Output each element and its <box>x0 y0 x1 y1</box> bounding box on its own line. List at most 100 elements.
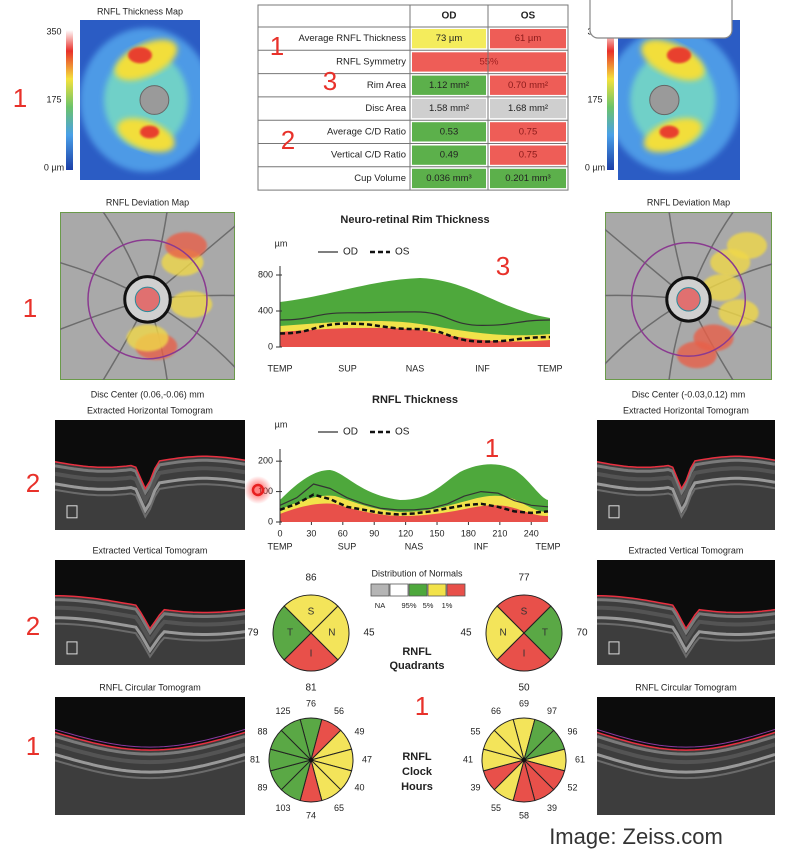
tomogram <box>55 560 245 665</box>
retina-band <box>55 598 245 636</box>
scale-label: 175 <box>587 94 602 104</box>
clock-value: 55 <box>470 726 480 736</box>
map-blob <box>140 125 160 139</box>
clock-value: 56 <box>334 706 344 716</box>
clock-value: 103 <box>275 803 290 813</box>
cell-value: 55% <box>479 56 499 67</box>
boundary-line <box>597 455 775 491</box>
quadrant-sector <box>272 605 312 661</box>
cell-value: 0.70 mm² <box>508 80 548 91</box>
quadrant-letter: N <box>499 628 506 639</box>
cell-value: 1.68 mm² <box>508 103 548 114</box>
retina-band <box>55 752 245 774</box>
legend-swatch <box>446 583 466 597</box>
quadrant-sector <box>496 632 552 672</box>
legend-swatch <box>389 583 409 597</box>
quadrant-sector <box>496 594 552 634</box>
clock-sector <box>493 718 525 762</box>
optic-disc <box>649 84 680 116</box>
clock-value: 47 <box>362 754 372 764</box>
legend-swatch <box>370 583 390 597</box>
x-tick-label: NAS <box>406 363 425 373</box>
quadrant-letter: I <box>523 649 526 660</box>
cell-value: 73 µm <box>436 33 463 44</box>
boundary-line <box>55 731 245 751</box>
panel-title: Extracted Vertical Tomogram <box>93 545 208 555</box>
scale-label: 0 µm <box>585 162 605 172</box>
retina-layer <box>55 732 245 815</box>
table-cell <box>412 168 486 189</box>
quadrant-value: 45 <box>460 628 472 639</box>
row-label: Average C/D Ratio <box>327 126 406 137</box>
clock-value: 40 <box>354 782 364 792</box>
series-line <box>279 483 549 511</box>
deviation-patch <box>726 232 767 260</box>
clock-value: 55 <box>491 803 501 813</box>
scale-icon <box>66 641 78 655</box>
boundary-line <box>597 731 775 751</box>
x-tick-label: 150 <box>430 528 445 538</box>
retina-band <box>55 734 245 756</box>
annotation: 1 <box>270 31 284 61</box>
region-label: TEMP <box>535 541 560 551</box>
credit: Image: Zeiss.com <box>549 824 723 849</box>
x-tick-label: 60 <box>338 528 348 538</box>
normal-band <box>280 327 550 347</box>
legend-label: OS <box>395 247 410 258</box>
clock-value: 39 <box>547 803 557 813</box>
quadrant-letter: T <box>542 628 548 639</box>
retina-band <box>55 742 245 765</box>
normal-band <box>280 503 548 522</box>
retina-band <box>55 466 245 505</box>
retina-band <box>55 605 245 645</box>
retina-band <box>597 734 775 756</box>
deviation-patch <box>170 290 213 318</box>
retina-band <box>55 483 245 519</box>
annotation: 1 <box>13 83 27 113</box>
section-label: RNFL <box>402 646 432 658</box>
row-label: RNFL Symmetry <box>336 56 406 67</box>
tomogram <box>597 420 775 530</box>
optic-disc <box>139 85 170 115</box>
y-tick-label: 200 <box>258 456 273 466</box>
retina-band <box>597 483 775 519</box>
region-label: NAS <box>405 541 424 551</box>
clock-value: 96 <box>567 726 577 736</box>
overlay-box <box>589 0 733 39</box>
table-header: OS <box>521 11 536 22</box>
tomogram <box>597 560 775 665</box>
deviation-patch <box>718 299 759 327</box>
annotation: 3 <box>496 251 510 281</box>
retina-band <box>597 742 775 765</box>
deviation-patch <box>126 324 169 352</box>
quadrant-sector <box>310 605 350 661</box>
retina-band <box>597 752 775 774</box>
x-tick-label: INF <box>475 363 490 373</box>
quadrant-sector <box>283 594 339 634</box>
row-label: Rim Area <box>367 80 407 91</box>
map-layer <box>60 212 235 380</box>
scale-icon <box>66 505 78 519</box>
deviation-map <box>605 212 772 380</box>
legend-swatch <box>408 583 428 597</box>
map-layer <box>80 20 200 180</box>
measure-circle <box>630 241 747 357</box>
quadrant-sector <box>283 632 339 672</box>
quadrant-letter: S <box>308 607 315 618</box>
retina-band <box>55 622 245 659</box>
region-label: TEMP <box>267 541 292 551</box>
table-cell <box>490 122 566 142</box>
color-scale <box>66 30 73 170</box>
panel-title: RNFL Thickness Map <box>97 6 183 16</box>
legend-label: OD <box>343 247 358 258</box>
legend-label: OS <box>395 427 410 438</box>
clock-value: 65 <box>334 803 344 813</box>
table-cell <box>490 145 566 165</box>
table-cell <box>412 98 486 119</box>
x-tick-label: 30 <box>306 528 316 538</box>
tomogram <box>597 697 775 815</box>
series-line <box>279 322 551 343</box>
row-label: Disc Area <box>365 103 406 114</box>
x-tick-label: 180 <box>461 528 476 538</box>
